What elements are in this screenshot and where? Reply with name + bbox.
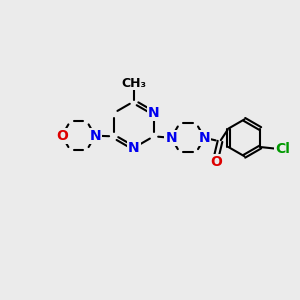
- Text: Cl: Cl: [275, 142, 290, 155]
- Text: N: N: [199, 131, 210, 145]
- Text: N: N: [89, 129, 101, 143]
- Text: CH₃: CH₃: [121, 76, 146, 90]
- Text: N: N: [148, 106, 160, 120]
- Text: N: N: [166, 131, 177, 145]
- Text: N: N: [128, 141, 140, 155]
- Text: O: O: [56, 129, 68, 143]
- Text: O: O: [211, 155, 222, 169]
